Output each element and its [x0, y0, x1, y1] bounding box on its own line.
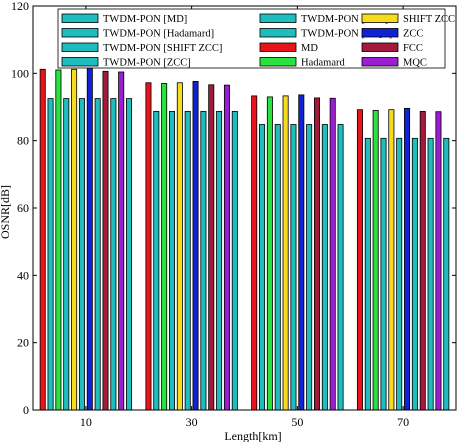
x-tick-label: 30 [186, 415, 198, 429]
legend-label-md: MD [301, 43, 318, 54]
y-tick-label: 120 [11, 0, 29, 13]
bar-twdm-pon-hadamard-30 [168, 110, 175, 411]
bar-twdm-pon-mqc-50 [337, 124, 344, 411]
x-axis-label: Length[km] [224, 429, 281, 442]
bar-twdm-pon-hadamard-50 [274, 124, 281, 411]
bar-twdm-pon-fcc-70 [427, 137, 434, 411]
bar-twdm-pon-zcc-30 [200, 110, 207, 411]
y-axis-label: OSNR[dB] [0, 185, 12, 239]
bar-md-30 [145, 82, 152, 411]
legend-swatch-zcc [361, 28, 399, 38]
bar-md-70 [356, 109, 363, 411]
bar-hadamard-70 [372, 109, 379, 411]
legend-label-twdm-pon-zcc: TWDM-PON [ZCC] [103, 58, 191, 69]
bar-md-10 [39, 68, 46, 411]
legend-swatch-mqc [361, 57, 399, 67]
x-tick-label: 50 [291, 415, 303, 429]
legend: TWDM-PON [MD] TWDM-PON [Hadamard] TWDM-PON… [57, 8, 455, 69]
bar-zcc-50 [298, 94, 305, 411]
legend-swatch-fcc [361, 42, 399, 52]
bar-fcc-70 [419, 110, 426, 411]
legend-label-twdm-pon-shift-zcc: TWDM-PON [SHIFT ZCC] [103, 43, 222, 54]
bar-mqc-10 [118, 71, 125, 411]
bar-fcc-10 [102, 70, 109, 411]
bar-fcc-30 [208, 84, 215, 411]
bar-twdm-pon-fcc-10 [110, 98, 117, 411]
legend-label-shift-zcc: SHIFT ZCC [403, 14, 455, 25]
bars-layer [39, 67, 450, 411]
bar-twdm-pon-mqc-70 [443, 137, 450, 411]
y-tick-label: 80 [17, 134, 29, 148]
bar-twdm-pon-zcc-10 [94, 98, 101, 411]
x-tick-label: 70 [397, 415, 409, 429]
bar-twdm-pon-md-10 [47, 98, 54, 411]
legend-swatch-twdm-pon-zcc [61, 57, 99, 67]
y-tick-label: 20 [17, 336, 29, 350]
legend-swatch-hadamard [259, 57, 297, 67]
y-tick-label: 0 [23, 403, 29, 417]
y-tick-label: 100 [11, 66, 29, 80]
legend-label-twdm-pon-mqc: TWDM-PON [MQC] [301, 29, 392, 40]
bar-twdm-pon-shift-zcc-50 [290, 124, 297, 411]
bar-hadamard-30 [161, 83, 168, 411]
y-tick-label: 40 [17, 268, 29, 282]
bar-zcc-30 [192, 81, 199, 411]
y-tick-label: 60 [17, 201, 29, 215]
legend-label-twdm-pon-fcc: TWDM-PON [FCC] [301, 14, 388, 25]
bar-twdm-pon-zcc-70 [411, 137, 418, 411]
legend-label-fcc: FCC [403, 43, 423, 54]
bar-zcc-70 [404, 107, 411, 411]
legend-label-twdm-pon-hadamard: TWDM-PON [Hadamard] [103, 29, 214, 40]
legend-swatch-twdm-pon-shift-zcc [61, 42, 99, 52]
legend-swatch-twdm-pon-hadamard [61, 28, 99, 38]
bar-twdm-pon-shift-zcc-10 [78, 98, 85, 411]
bar-hadamard-50 [266, 96, 273, 411]
bar-twdm-pon-md-50 [259, 124, 266, 411]
bar-twdm-pon-hadamard-70 [380, 137, 387, 411]
bar-mqc-70 [435, 111, 442, 411]
bar-twdm-pon-md-70 [364, 137, 371, 411]
x-tick-label: 10 [80, 415, 92, 429]
legend-label-twdm-pon-md: TWDM-PON [MD] [103, 14, 187, 25]
legend-swatch-twdm-pon-fcc [259, 13, 297, 23]
bar-fcc-50 [313, 97, 320, 411]
bar-twdm-pon-fcc-50 [321, 124, 328, 411]
bar-hadamard-10 [55, 69, 62, 411]
bar-twdm-pon-shift-zcc-70 [396, 137, 403, 411]
legend-label-hadamard: Hadamard [301, 58, 345, 69]
bar-twdm-pon-mqc-30 [231, 110, 238, 411]
bar-twdm-pon-zcc-50 [306, 124, 313, 411]
bar-twdm-pon-mqc-10 [126, 98, 133, 411]
legend-swatch-md [259, 42, 297, 52]
bar-twdm-pon-shift-zcc-30 [184, 110, 191, 411]
bar-shift-zcc-70 [388, 109, 395, 411]
bar-twdm-pon-fcc-30 [216, 110, 223, 411]
bar-mqc-30 [223, 84, 230, 411]
bar-twdm-pon-md-30 [153, 110, 160, 411]
legend-swatch-twdm-pon-mqc [259, 28, 297, 38]
bar-shift-zcc-50 [282, 95, 289, 411]
bar-mqc-50 [329, 97, 336, 411]
legend-swatch-twdm-pon-md [61, 13, 99, 23]
legend-label-mqc: MQC [403, 58, 427, 69]
axes-layer: 0 20 40 60 80 100 120 10 30 50 70 [11, 0, 457, 429]
legend-label-zcc: ZCC [403, 29, 423, 40]
legend-swatch-shift-zcc [361, 13, 399, 23]
bar-shift-zcc-10 [71, 68, 78, 411]
bar-md-50 [251, 95, 258, 411]
bar-shift-zcc-30 [176, 82, 183, 411]
bar-zcc-10 [86, 67, 93, 411]
bar-twdm-pon-hadamard-10 [63, 98, 70, 411]
